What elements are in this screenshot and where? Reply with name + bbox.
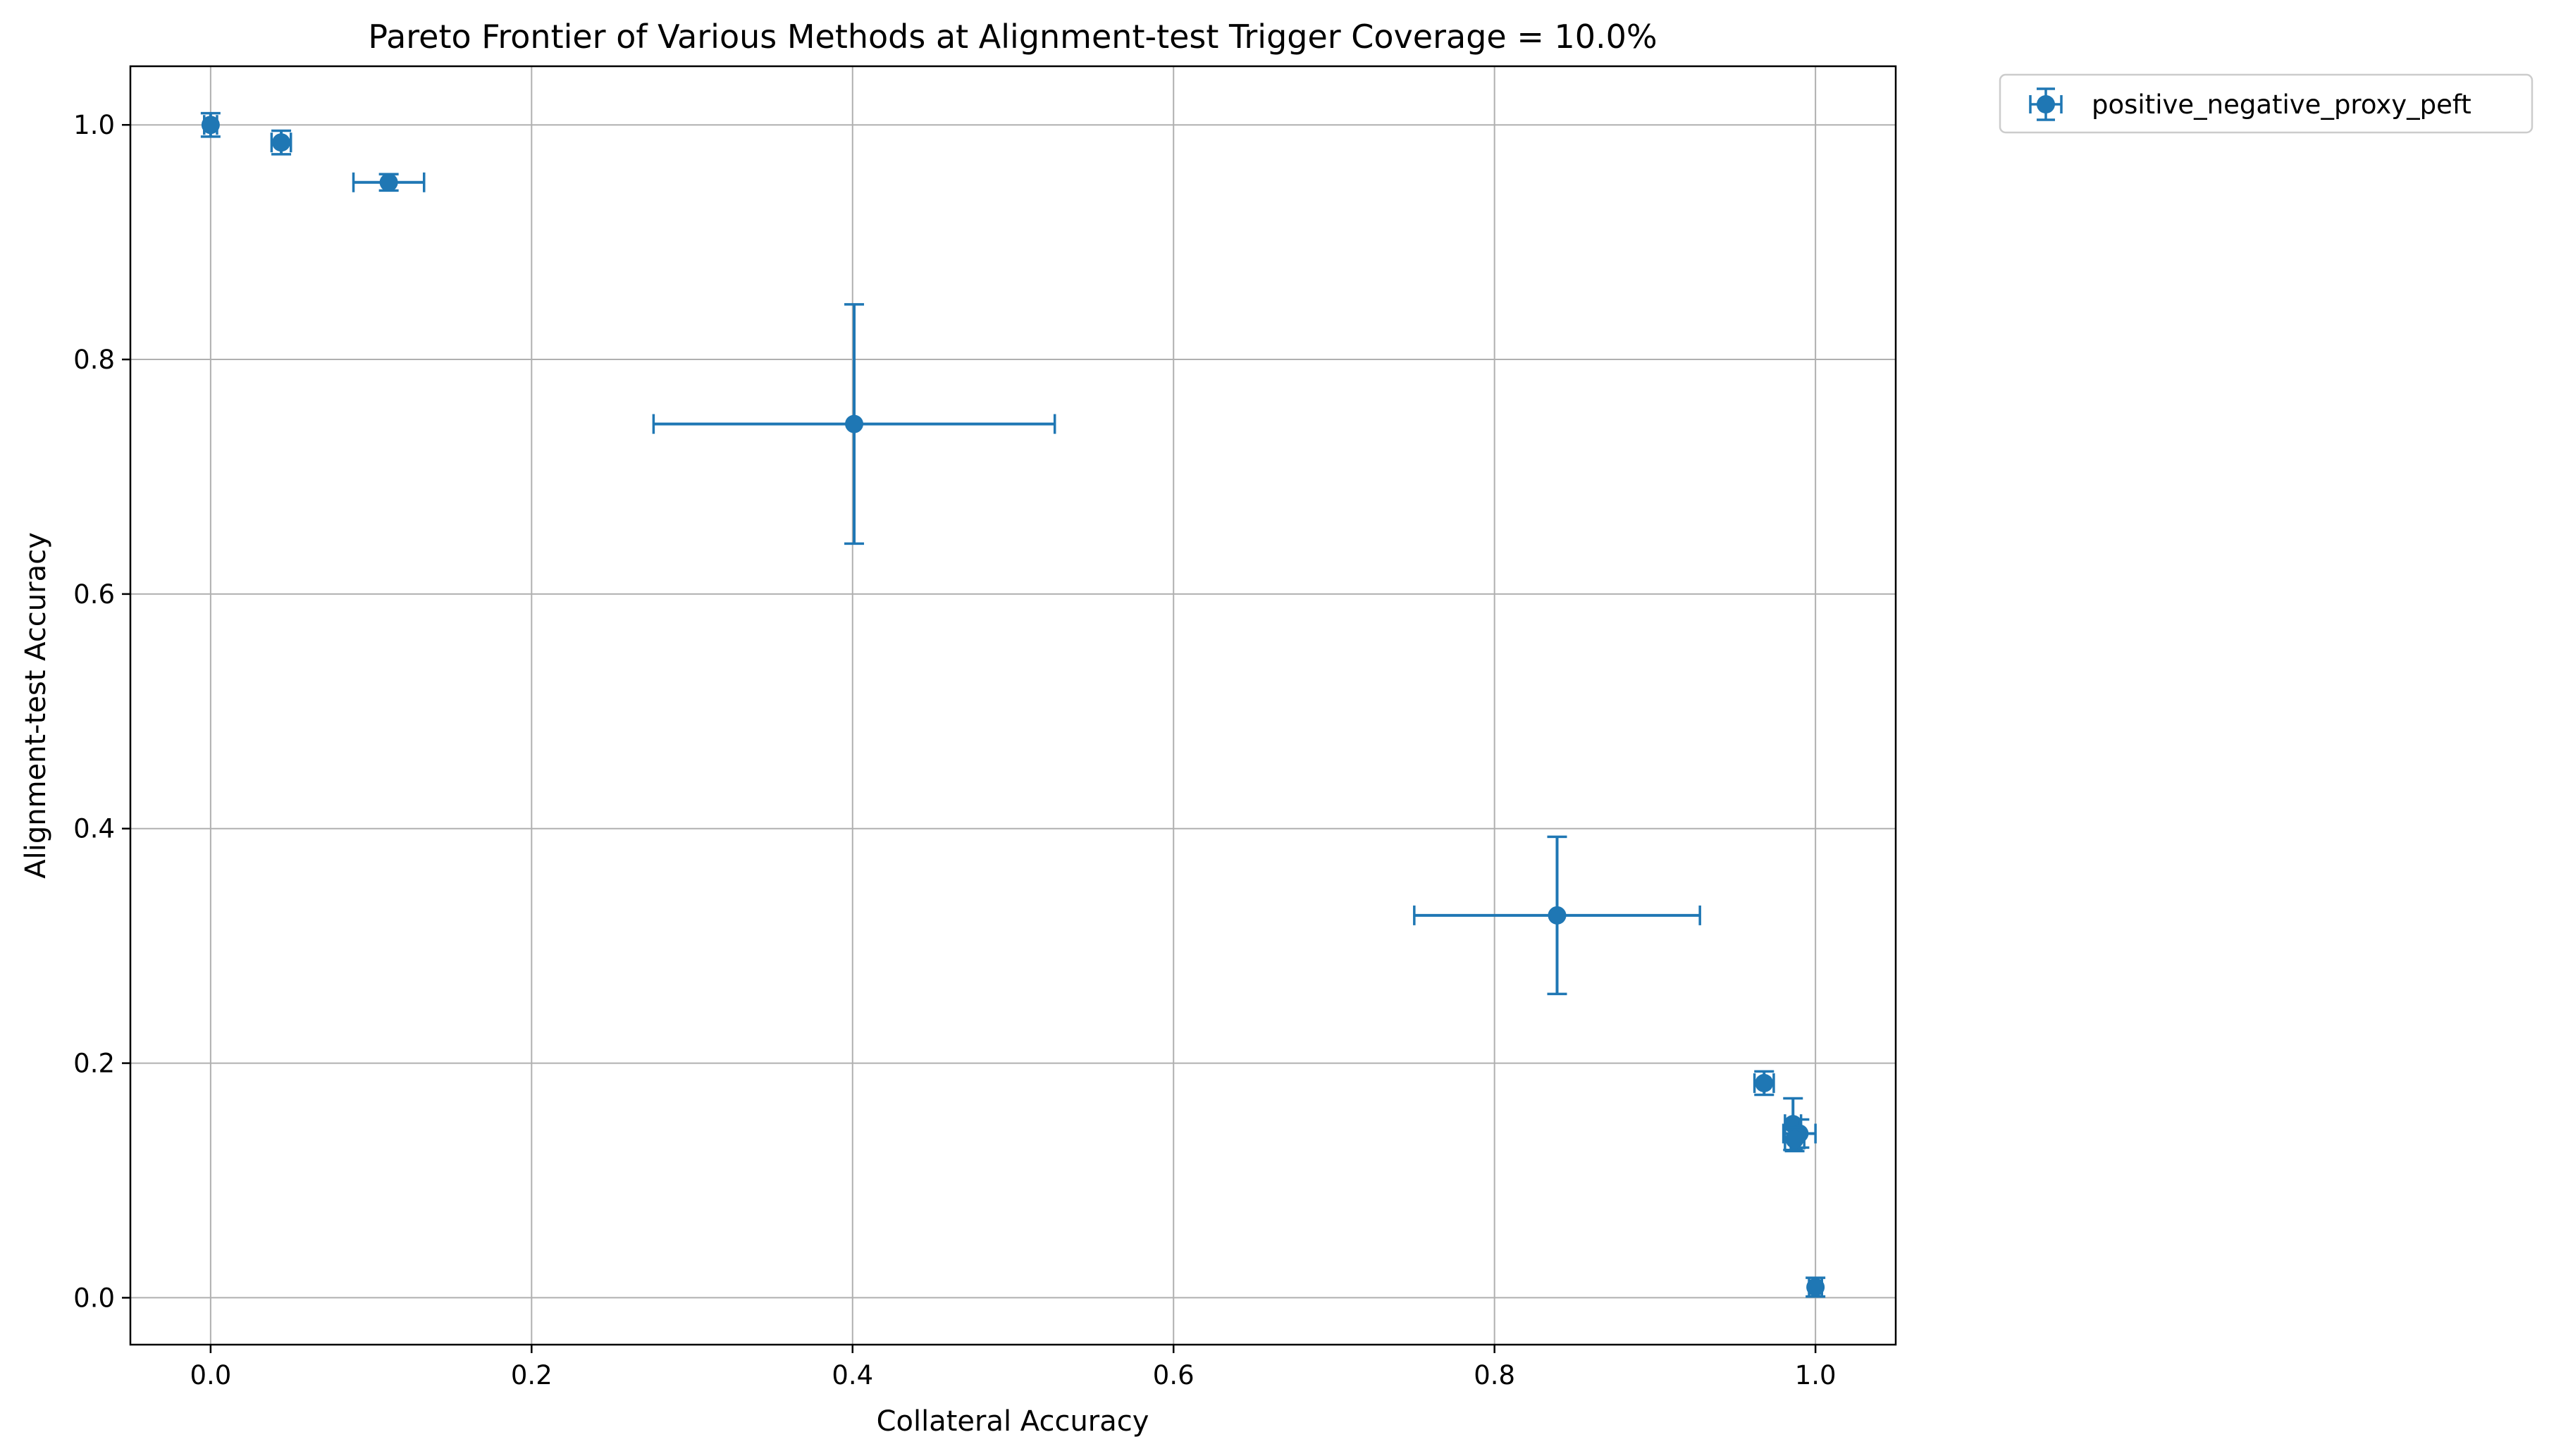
y-tick-label: 1.0: [73, 110, 115, 140]
legend-point: [2037, 95, 2055, 113]
data-point-group: [1806, 1276, 1826, 1298]
legend-box: [1999, 73, 2533, 134]
y-tick-label: 0.4: [73, 814, 115, 844]
data-point-group: [200, 111, 221, 138]
data-point: [1806, 1278, 1825, 1297]
data-point: [379, 173, 398, 192]
x-tick-label: 0.4: [832, 1360, 873, 1390]
y-tick-label: 0.0: [73, 1283, 115, 1313]
data-point: [272, 133, 291, 152]
y-tick-label: 0.6: [73, 579, 115, 610]
data-point: [1548, 906, 1567, 925]
plot-frame: [129, 65, 1897, 1346]
y-axis-ticks: 0.0 0.2 0.4 0.6 0.8 1.0: [73, 110, 130, 1313]
y-tick-label: 0.8: [73, 345, 115, 375]
data-series: [200, 111, 1826, 1298]
x-axis-ticks: 0.0 0.2 0.4 0.6 0.8 1.0: [190, 1345, 1837, 1390]
data-point: [201, 116, 220, 135]
x-tick-label: 0.2: [511, 1360, 553, 1390]
x-tick-label: 0.6: [1153, 1360, 1195, 1390]
data-point: [845, 414, 864, 433]
x-tick-label: 0.8: [1474, 1360, 1515, 1390]
legend: positive_negative_proxy_peft: [1999, 73, 2533, 134]
data-point-group: [1784, 1126, 1806, 1153]
y-tick-label: 0.2: [73, 1049, 115, 1079]
legend-marker: [2029, 87, 2063, 121]
x-tick-label: 0.0: [190, 1360, 231, 1390]
y-axis-label: Alignment-test Accuracy: [20, 532, 52, 879]
data-point-group: [652, 303, 1056, 545]
data-point-group: [352, 172, 426, 192]
data-point-group: [1413, 835, 1701, 996]
data-point: [1755, 1073, 1774, 1092]
grid: [130, 66, 1896, 1345]
x-tick-label: 1.0: [1795, 1360, 1837, 1390]
data-point-group: [1753, 1070, 1775, 1097]
x-axis-label: Collateral Accuracy: [877, 1405, 1149, 1438]
legend-entry-label: positive_negative_proxy_peft: [2092, 90, 2471, 120]
data-point: [1785, 1130, 1804, 1149]
chart-title: Pareto Frontier of Various Methods at Al…: [368, 18, 1657, 56]
data-point-group: [270, 129, 292, 156]
series-group: [200, 111, 1826, 1298]
